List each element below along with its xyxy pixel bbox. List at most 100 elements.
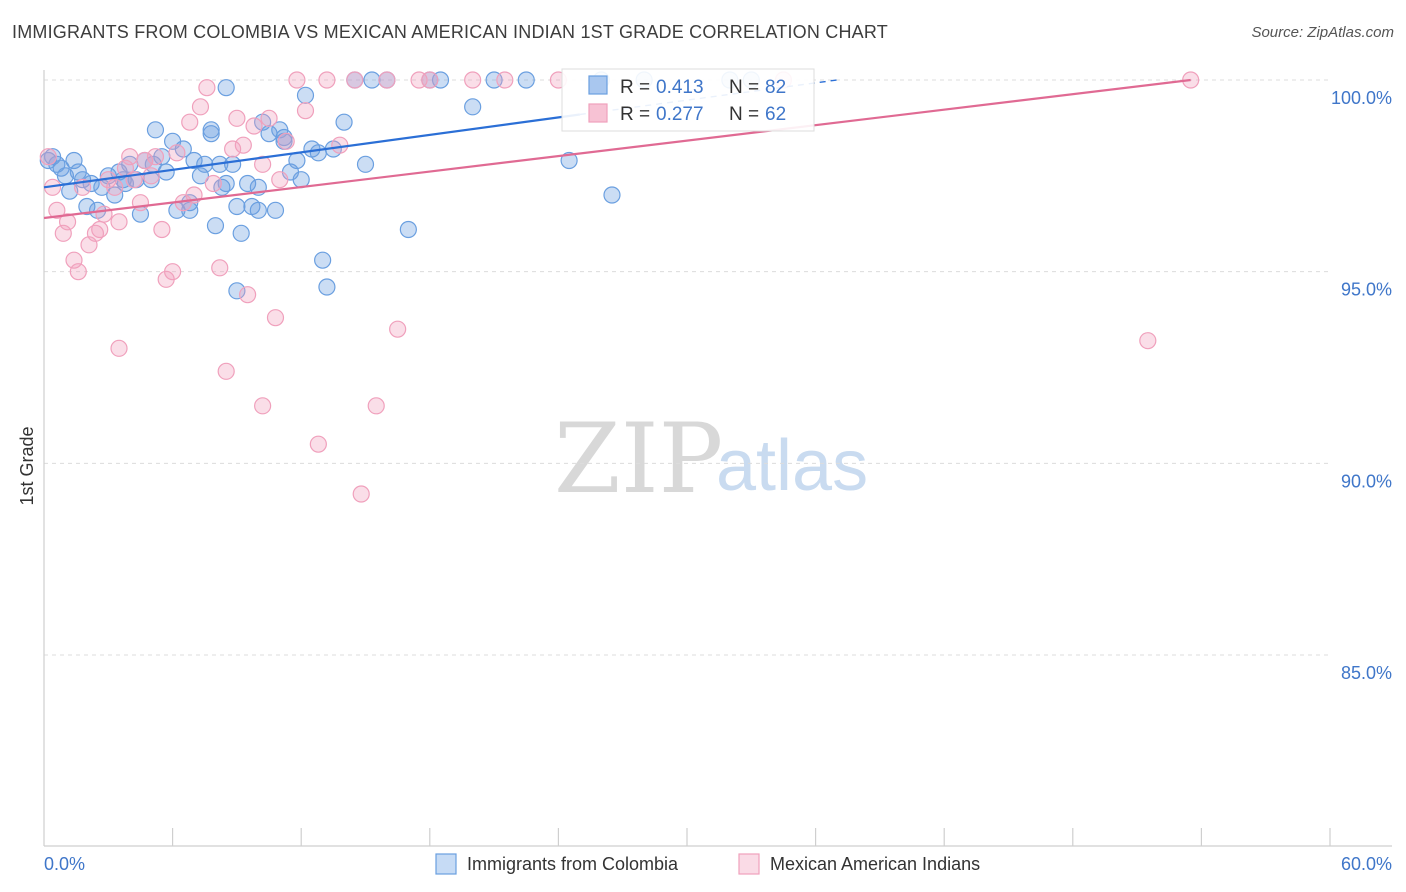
- point-colombia-78: [228, 282, 246, 300]
- point-mexican-american-indians-13: [106, 178, 124, 196]
- point-colombia-33: [206, 217, 225, 235]
- point-mexican-american-indians-42: [271, 171, 289, 189]
- legend: Immigrants from Colombia Mexican America…: [435, 853, 980, 875]
- trend-line-mexican-american-indians: [43, 78, 1191, 220]
- point-colombia-55: [202, 121, 220, 139]
- point-colombia-35: [217, 174, 235, 193]
- point-colombia-81: [603, 186, 621, 204]
- point-mexican-american-indians-16: [121, 148, 139, 166]
- point-colombia-29: [185, 151, 203, 170]
- point-mexican-american-indians-33: [217, 362, 235, 380]
- point-mexican-american-indians-43: [277, 132, 295, 150]
- watermark-atlas: atlas: [716, 426, 868, 506]
- stats-r-value-colombia: 0.413: [656, 77, 704, 98]
- stats-n-value-mexican-american-indians: 62: [765, 104, 786, 125]
- stats-r-value-mexican-american-indians: 0.277: [656, 104, 704, 125]
- stats-box: R = 0.413 N = 82 R = 0.277 N = 62: [561, 68, 815, 132]
- point-mexican-american-indians-30: [198, 79, 216, 97]
- point-mexican-american-indians-40: [260, 109, 278, 127]
- point-mexican-american-indians-11: [95, 205, 113, 223]
- point-mexican-american-indians-20: [142, 167, 160, 185]
- y-tick-label-85: 85.0%: [1341, 663, 1392, 683]
- y-axis-title: 1st Grade: [17, 426, 37, 505]
- point-mexican-american-indians-45: [288, 71, 306, 89]
- point-mexican-american-indians-2: [48, 201, 66, 219]
- point-colombia-53: [318, 278, 336, 296]
- point-mexican-american-indians-57: [464, 71, 482, 89]
- point-mexican-american-indians-51: [352, 485, 370, 503]
- y-tick-label-100: 100.0%: [1331, 88, 1392, 108]
- point-colombia-32: [202, 125, 220, 143]
- stats-r-label-mexican-american-indians: R =: [620, 104, 650, 125]
- chart-source: Source: ZipAtlas.com: [1251, 24, 1394, 41]
- point-colombia-57: [309, 144, 327, 162]
- point-colombia-63: [399, 220, 417, 239]
- point-mexican-american-indians-56: [421, 71, 439, 89]
- point-colombia-39: [239, 174, 257, 193]
- stats-n-label-colombia: N =: [729, 77, 759, 98]
- point-mexican-american-indians-34: [224, 140, 242, 158]
- point-mexican-american-indians-32: [211, 259, 229, 277]
- legend-swatch-mexican-american-indians: [738, 853, 760, 875]
- point-mexican-american-indians-37: [239, 286, 257, 304]
- point-mexican-american-indians-21: [146, 148, 165, 166]
- point-colombia-37: [228, 197, 246, 216]
- points-layer: [39, 71, 1200, 503]
- point-colombia-48: [288, 151, 306, 170]
- point-colombia-9: [78, 197, 96, 216]
- point-mexican-american-indians-36: [234, 136, 252, 154]
- point-colombia-38: [232, 224, 250, 242]
- stats-n-value-colombia: 82: [765, 77, 786, 98]
- point-mexican-american-indians-63: [110, 339, 128, 357]
- y-tick-label-90: 90.0%: [1341, 471, 1392, 491]
- point-mexican-american-indians-31: [204, 174, 222, 193]
- point-mexican-american-indians-25: [168, 144, 186, 162]
- axis-layer: [43, 70, 1392, 847]
- point-mexican-american-indians-46: [296, 102, 315, 120]
- point-mexican-american-indians-44: [254, 397, 272, 415]
- stats-r-label-colombia: R =: [620, 77, 650, 98]
- point-colombia-60: [356, 155, 375, 173]
- point-mexican-american-indians-22: [153, 220, 171, 239]
- point-colombia-58: [335, 113, 353, 131]
- point-mexican-american-indians-41: [266, 309, 285, 327]
- y-tick-label-95: 95.0%: [1341, 280, 1392, 300]
- point-colombia-52: [314, 251, 332, 269]
- x-tick-label-max: 60.0%: [1341, 854, 1392, 874]
- point-mexican-american-indians-24: [164, 263, 182, 281]
- chart-title: IMMIGRANTS FROM COLOMBIA VS MEXICAN AMER…: [12, 22, 888, 42]
- point-mexican-american-indians-10: [91, 220, 109, 239]
- legend-label-mexican-american-indians: Mexican American Indians: [770, 854, 980, 874]
- point-mexican-american-indians-52: [367, 397, 385, 415]
- point-mexican-american-indians-54: [389, 320, 407, 338]
- point-colombia-50: [296, 86, 315, 104]
- point-mexican-american-indians-27: [181, 113, 199, 131]
- point-colombia-68: [517, 71, 535, 89]
- point-mexican-american-indians-53: [378, 71, 396, 89]
- point-mexican-american-indians-18: [131, 194, 150, 212]
- point-colombia-61: [363, 71, 381, 89]
- point-colombia-44: [266, 201, 285, 219]
- point-mexican-american-indians-50: [346, 71, 364, 89]
- point-mexican-american-indians-38: [245, 117, 263, 135]
- stats-swatch-colombia: [588, 75, 608, 95]
- stats-n-label-mexican-american-indians: N =: [729, 104, 759, 125]
- point-mexican-american-indians-47: [309, 435, 327, 453]
- watermark-zip: ZIP: [554, 403, 723, 515]
- point-mexican-american-indians-19: [136, 151, 154, 170]
- point-mexican-american-indians-48: [318, 71, 336, 89]
- point-mexican-american-indians-6: [69, 263, 87, 281]
- point-colombia-66: [464, 98, 482, 116]
- grid-layer: 100.0% 95.0% 90.0% 85.0%: [44, 79, 1392, 683]
- point-colombia-56: [217, 79, 235, 97]
- trend-layer: [43, 78, 1191, 220]
- trend-line-colombia: [43, 113, 580, 189]
- point-colombia-69: [560, 151, 578, 170]
- point-colombia-79: [249, 201, 267, 219]
- point-mexican-american-indians-4: [58, 213, 77, 231]
- stats-swatch-mexican-american-indians: [588, 103, 608, 123]
- point-mexican-american-indians-29: [191, 98, 210, 116]
- point-mexican-american-indians-39: [254, 155, 272, 173]
- point-mexican-american-indians-35: [228, 109, 246, 127]
